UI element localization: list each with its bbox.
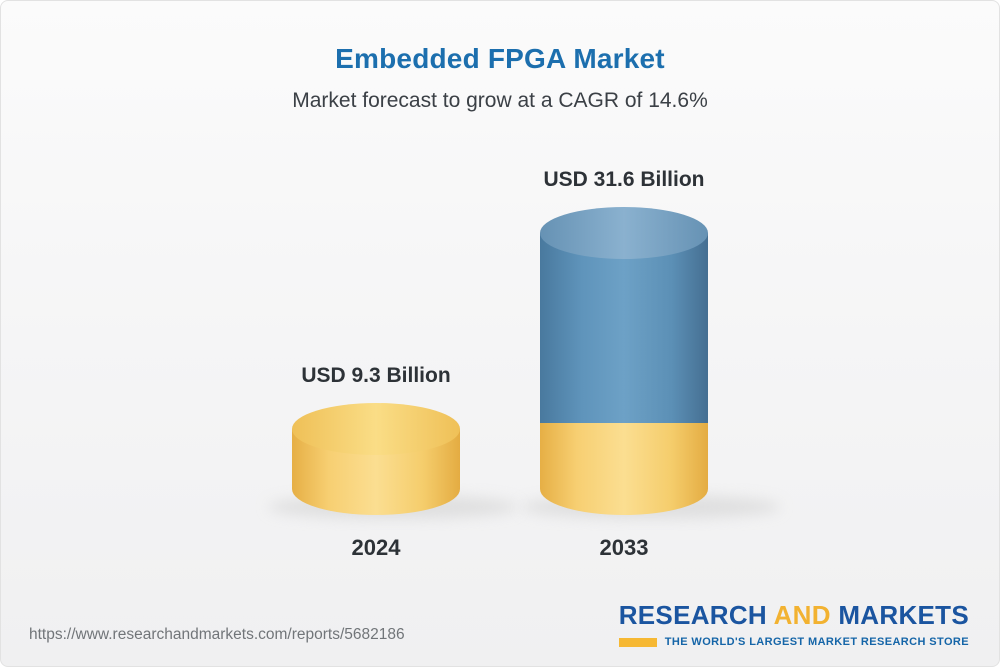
tagline-gold-bar [618,637,657,647]
value-label-2024: USD 9.3 Billion [301,364,451,387]
logo-word-markets: MARKETS [838,600,969,630]
logo-wordmark: RESEARCH AND MARKETS [619,600,969,631]
page-title: Embedded FPGA Market [335,43,665,74]
cylinder-2033-growth-segment [540,233,708,423]
cylinder-2024 [292,403,460,515]
logo-word-research: RESEARCH [618,600,768,630]
logo-word-and: AND [773,600,831,630]
source-url: https://www.researchandmarkets.com/repor… [29,626,405,643]
bar-chart [268,207,781,519]
cylinder-2033 [540,207,708,515]
research-and-markets-logo: RESEARCH AND MARKETS THE WORLD'S LARGEST… [618,600,969,648]
page-subtitle: Market forecast to grow at a CAGR of 14.… [292,89,708,112]
axis-label-2024: 2024 [351,535,401,560]
value-label-2033: USD 31.6 Billion [543,168,705,191]
logo-tagline-row: THE WORLD'S LARGEST MARKET RESEARCH STOR… [618,636,969,648]
cylinder-2033-base-segment [540,423,708,515]
axis-label-2033: 2033 [599,535,649,560]
logo-tagline: THE WORLD'S LARGEST MARKET RESEARCH STOR… [664,636,969,648]
